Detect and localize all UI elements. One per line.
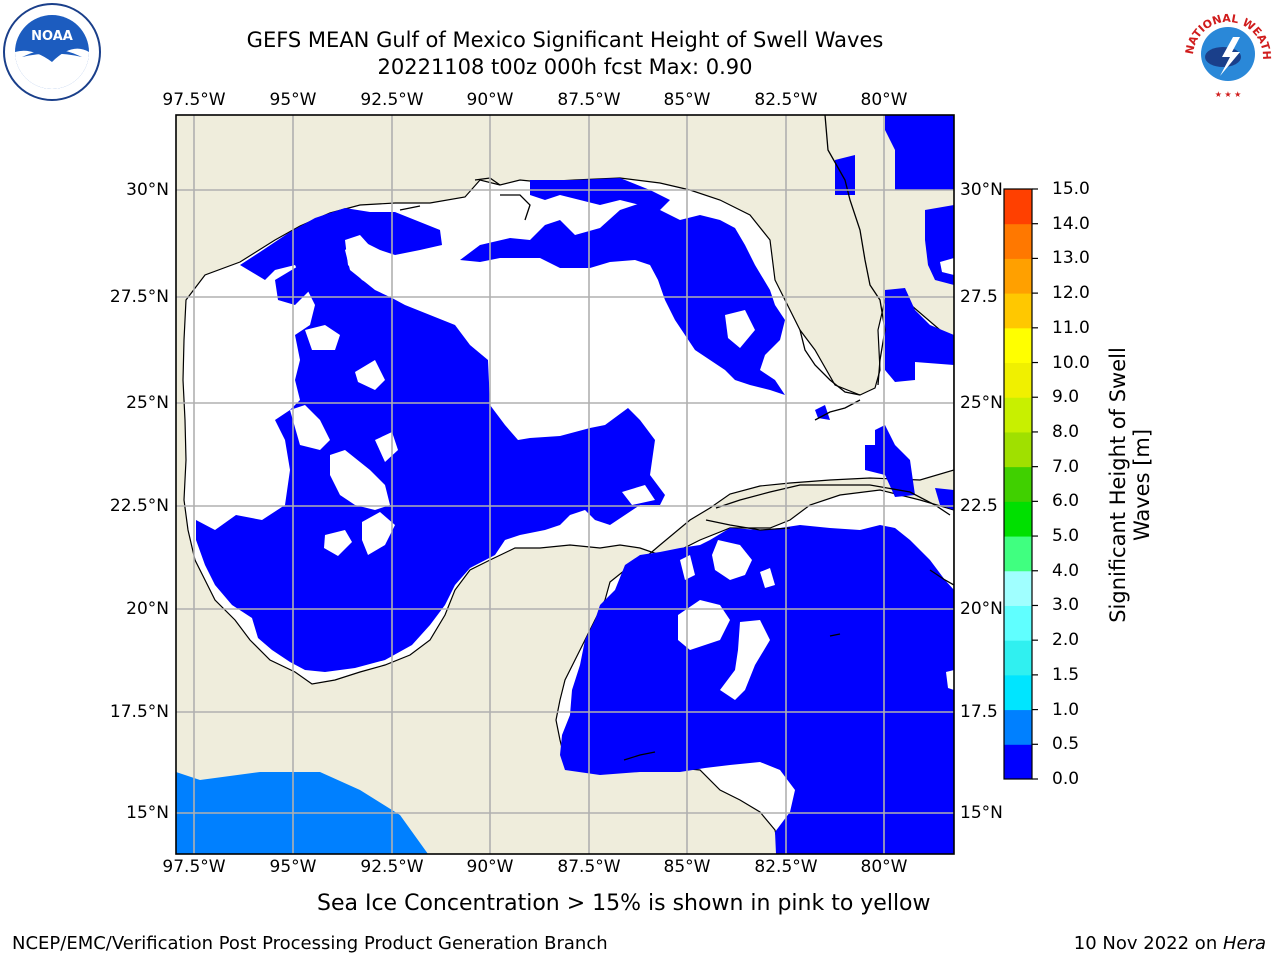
colorbar-tick-label: 13.0 (1052, 248, 1090, 269)
lat-label-left: 20°N (126, 599, 169, 619)
lat-label-right: 27.5 (960, 287, 998, 307)
colorbar-tick-label: 15.0 (1052, 179, 1090, 199)
lon-label-bottom: 87.5°W (557, 857, 621, 877)
lat-label-left: 25°N (126, 393, 169, 413)
lon-label-top: 92.5°W (360, 90, 424, 110)
colorbar-title-line2: Waves [m] (1130, 428, 1154, 542)
colorbar (1004, 188, 1038, 780)
swell-regions (196, 115, 954, 854)
footer-date-text: 10 Nov 2022 on (1073, 933, 1223, 954)
lon-label-top: 80°W (860, 90, 908, 110)
colorbar-tick-label: 0.0 (1052, 769, 1080, 789)
noaa-logo: NOAA (3, 3, 101, 101)
colorbar-tick-label: 1.0 (1052, 699, 1080, 720)
lat-label-right: 22.5 (960, 496, 998, 516)
colorbar-tick-label: 12.0 (1052, 283, 1090, 304)
lat-label-right: 30°N (960, 180, 1003, 200)
lat-label-left: 15°N (126, 803, 169, 823)
lat-label-left: 27.5°N (109, 287, 169, 307)
sea-ice-note: Sea Ice Concentration > 15% is shown in … (317, 891, 931, 916)
colorbar-segment (1004, 674, 1032, 711)
colorbar-segment (1004, 466, 1032, 502)
colorbar-segment (1004, 501, 1032, 537)
colorbar-segment (1004, 709, 1032, 745)
colorbar-segment (1004, 293, 1032, 329)
colorbar-title: Significant Height of Swell Waves [m] (1106, 347, 1154, 623)
colorbar-tick-label: 9.0 (1052, 387, 1080, 408)
lat-label-right: 15°N (960, 803, 1003, 823)
chart-subtitle: 20221108 t00z 000h fcst Max: 0.90 (377, 55, 753, 79)
lon-label-bottom: 82.5°W (754, 857, 818, 877)
lat-label-left: 17.5°N (109, 702, 169, 722)
colorbar-segment (1004, 362, 1032, 398)
colorbar-tick-label: 5.0 (1052, 526, 1080, 547)
lon-label-bottom: 92.5°W (360, 857, 424, 877)
lon-label-bottom: 90°W (466, 857, 514, 877)
chart-title: GEFS MEAN Gulf of Mexico Significant Hei… (246, 28, 884, 52)
no-data-holes (237, 235, 954, 700)
colorbar-tick-label: 8.0 (1052, 421, 1080, 442)
lon-label-top: 82.5°W (754, 90, 818, 110)
gridlines (176, 115, 954, 854)
colorbar-tick-label: 1.5 (1052, 664, 1080, 685)
colorbar-frame (1003, 188, 1033, 780)
footer-host: Hera (1222, 933, 1266, 954)
colorbar-segment (1004, 605, 1032, 641)
colorbar-tick-label: 10.0 (1052, 352, 1090, 373)
lat-label-left: 30°N (126, 180, 169, 200)
colorbar-tick-label: 2.0 (1052, 630, 1080, 651)
colorbar-segment (1004, 536, 1032, 572)
lon-label-top: 90°W (466, 90, 514, 110)
svg-text:NOAA: NOAA (31, 29, 73, 44)
colorbar-segment (1004, 744, 1032, 780)
colorbar-segment (1004, 397, 1032, 433)
nws-logo: NATIONAL WEATHER SERVICE ★ ★ ★ (1178, 2, 1275, 99)
lon-label-bottom: 97.5°W (162, 857, 226, 877)
colorbar-tick-label: 14.0 (1052, 213, 1090, 234)
footer-credit: NCEP/EMC/Verification Post Processing Pr… (12, 933, 608, 954)
colorbar-tick-label: 4.0 (1052, 560, 1080, 581)
lat-label-right: 20°N (960, 599, 1003, 619)
lat-label-right: 17.5 (960, 702, 998, 722)
colorbar-segment (1004, 223, 1032, 259)
colorbar-segment (1004, 431, 1032, 468)
lat-label-right: 25°N (960, 393, 1003, 413)
colorbar-tick-label: 11.0 (1052, 317, 1090, 338)
lon-label-top: 97.5°W (162, 90, 226, 110)
footer-date: 10 Nov 2022 on Hera (1074, 933, 1266, 954)
colorbar-segment (1004, 258, 1032, 294)
lat-label-left: 22.5°N (109, 496, 169, 516)
colorbar-title-line1: Significant Height of Swell (1106, 347, 1130, 623)
colorbar-tick-label: 0.5 (1052, 734, 1080, 755)
colorbar-segment (1004, 570, 1032, 606)
lon-label-top: 85°W (663, 90, 711, 110)
lon-label-bottom: 80°W (860, 857, 908, 877)
lon-label-bottom: 95°W (269, 857, 317, 877)
map-frame (175, 114, 955, 855)
colorbar-tick-label: 3.0 (1052, 595, 1080, 616)
colorbar-tick-label: 6.0 (1052, 491, 1080, 512)
svg-text:★ ★ ★: ★ ★ ★ (1215, 90, 1242, 99)
colorbar-tick-label: 7.0 (1052, 456, 1080, 477)
lon-label-top: 95°W (269, 90, 317, 110)
colorbar-segment (1004, 640, 1032, 676)
lon-label-bottom: 85°W (663, 857, 711, 877)
colorbar-segment (1004, 327, 1032, 364)
lon-label-top: 87.5°W (557, 90, 621, 110)
colorbar-segment (1004, 189, 1032, 225)
